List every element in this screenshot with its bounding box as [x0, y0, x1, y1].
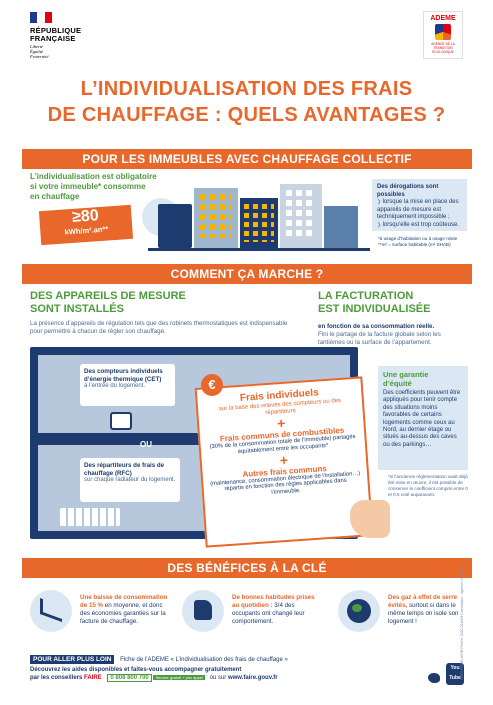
devices-title: DES APPAREILS DE MESURE SONT INSTALLÉS	[30, 290, 186, 316]
rfc-card: Des répartiteurs de frais de chauffage (…	[80, 458, 180, 502]
footer-site-link[interactable]: www.faire.gouv.fr	[227, 675, 278, 681]
motto-1: Liberté	[30, 44, 43, 49]
devices-title-2: SONT INSTALLÉS	[30, 303, 124, 315]
derogation-title: Des dérogations sont possibles	[377, 184, 439, 198]
footnote-1: *à usage d’habitation ou à usage mixte	[378, 236, 458, 241]
billing-text-body: Fini le partage de la facture globale se…	[318, 331, 441, 346]
radiator-icon	[60, 508, 120, 526]
ademe-emblem-icon	[435, 24, 451, 40]
footnote: *à usage d’habitation ou à usage mixte *…	[378, 236, 470, 248]
republique-logo: RÉPUBLIQUE FRANÇAISE Liberté Égalité Fra…	[30, 12, 90, 62]
billing-text: en fonction de sa consommation réelle. F…	[318, 323, 468, 347]
section1-band: POUR LES IMMEUBLES AVEC CHAUFFAGE COLLEC…	[22, 149, 472, 169]
billing-text-bold: en fonction de sa consommation réelle.	[318, 323, 435, 330]
ademe-name: ADEME	[430, 15, 456, 22]
section2-band: COMMENT ÇA MARCHE ?	[22, 264, 472, 284]
marianne-flag-icon	[30, 12, 52, 23]
threshold-tag: ≥80 kWh/m².an**	[38, 204, 134, 246]
youtube-icon[interactable]: You Tube	[446, 663, 464, 685]
section1-lead: L’individualisation est obligatoire si v…	[30, 172, 180, 202]
benefit-1-text: en moyenne, et donc des économies garant…	[80, 602, 166, 625]
euro-icon: €	[201, 374, 223, 396]
page-title-line2: DE CHAUFFAGE : QUELS AVANTAGES ?	[47, 104, 446, 126]
rfc-text: sur chaque radiateur du logement.	[84, 477, 176, 483]
section1-lead-1: L’individualisation est obligatoire	[30, 172, 157, 181]
devices-title-1: DES APPAREILS DE MESURE	[30, 290, 186, 302]
side-credits: CLÉS POUR AGIR Février 2020 011009 Conce…	[460, 564, 464, 680]
benefit-3-title: Des gaz à effet de serre évités,	[388, 594, 458, 609]
motto-2: Égalité	[30, 49, 43, 54]
benefit-3-text: surtout si dans le même temps on isole s…	[388, 602, 459, 625]
section3-band: DES BÉNÉFICES À LA CLÉ	[22, 558, 472, 578]
equity-text: Des coefficients peuvent être appliqués …	[383, 390, 461, 448]
equity-note: *si l’ancienne réglementation avait déjà…	[388, 474, 468, 497]
planet-icon	[338, 590, 380, 632]
equity-title-1: Une garantie	[383, 370, 429, 379]
section1-lead-2: si votre immeuble* consomme	[30, 182, 146, 191]
benefit-2: De bonnes habitudes prises au quotidien …	[232, 594, 320, 626]
benefit-1-title: Une baisse de consommation de 15 %	[80, 594, 168, 609]
motto-3: Fraternité	[30, 54, 49, 59]
bill-document: Frais individuels sur la base des relevé…	[194, 376, 374, 548]
ou-label: OU	[140, 440, 152, 449]
ademe-sub: AGENCE DE LA TRANSITION ÉCOLOGIQUE	[431, 42, 455, 54]
billing-title: LA FACTURATION EST INDIVIDUALISÉE	[318, 290, 430, 316]
benefit-2-text: 3/4 des occupants ont changé leur compor…	[232, 602, 305, 625]
benefit-3: Des gaz à effet de serre évités, surtout…	[388, 594, 470, 626]
derogation-item-2: lorsqu’elle est trop coûteuse.	[377, 222, 462, 230]
derogation-box: Des dérogations sont possibles lorsque l…	[372, 179, 467, 231]
rfc-title: Des répartiteurs de frais de chauffage (…	[84, 462, 165, 477]
phone-number[interactable]: 0 808 800 700	[107, 674, 152, 682]
buildings-illustration	[142, 180, 370, 252]
footer-fiche-link[interactable]: Fiche de l’ADEME « L’individualisation d…	[120, 657, 288, 663]
equity-title-2: d’équité	[383, 379, 412, 388]
twitter-icon[interactable]	[428, 673, 440, 683]
footer-cta: POUR ALLER PLUS LOIN	[30, 655, 115, 664]
equity-box: Une garantie d’équité Des coefficients p…	[378, 366, 468, 470]
faire-logo: FAIRE	[84, 675, 102, 681]
cet-title: Des compteurs individuels d’énergie ther…	[84, 368, 163, 383]
republique-text-1: RÉPUBLIQUE	[30, 26, 82, 35]
footer: POUR ALLER PLUS LOIN Fiche de l’ADEME « …	[30, 655, 430, 682]
section1-lead-3: en chauffage	[30, 192, 80, 201]
footnote-2: **m² = surface habitable (m² SHAB)	[378, 242, 451, 247]
billing-title-2: EST INDIVIDUALISÉE	[318, 303, 431, 315]
devices-text: La présence d’appareils de régulation te…	[30, 320, 288, 335]
footer-line3: par les conseillers	[30, 675, 83, 681]
benefit-1: Une baisse de consommation de 15 % en mo…	[80, 594, 168, 626]
thumbs-up-icon	[182, 590, 224, 632]
billing-title-1: LA FACTURATION	[318, 290, 414, 302]
savings-icon	[30, 590, 72, 632]
ademe-logo: ADEME AGENCE DE LA TRANSITION ÉCOLOGIQUE	[423, 11, 463, 59]
cet-text: à l’entrée du logement.	[84, 383, 146, 389]
republique-text-2: FRANÇAISE	[30, 34, 76, 43]
cet-card: Des compteurs individuels d’énergie ther…	[80, 364, 175, 406]
benefit-2-title: De bonnes habitudes prises au quotidien …	[232, 594, 315, 609]
derogation-item-1: lorsque la mise en place des appareils d…	[377, 199, 462, 222]
footer-line2: Découvrez les aides disponibles et faite…	[30, 667, 242, 673]
page-title: L’INDIVIDUALISATION DES FRAIS DE CHAUFFA…	[0, 76, 493, 128]
hand-icon	[350, 500, 390, 538]
footer-site-prefix: ou sur	[209, 675, 227, 681]
cet-meter-icon	[110, 412, 132, 430]
page-title-line1: L’INDIVIDUALISATION DES FRAIS	[80, 78, 413, 100]
phone-note: Service gratuit + prix appel	[153, 675, 205, 680]
